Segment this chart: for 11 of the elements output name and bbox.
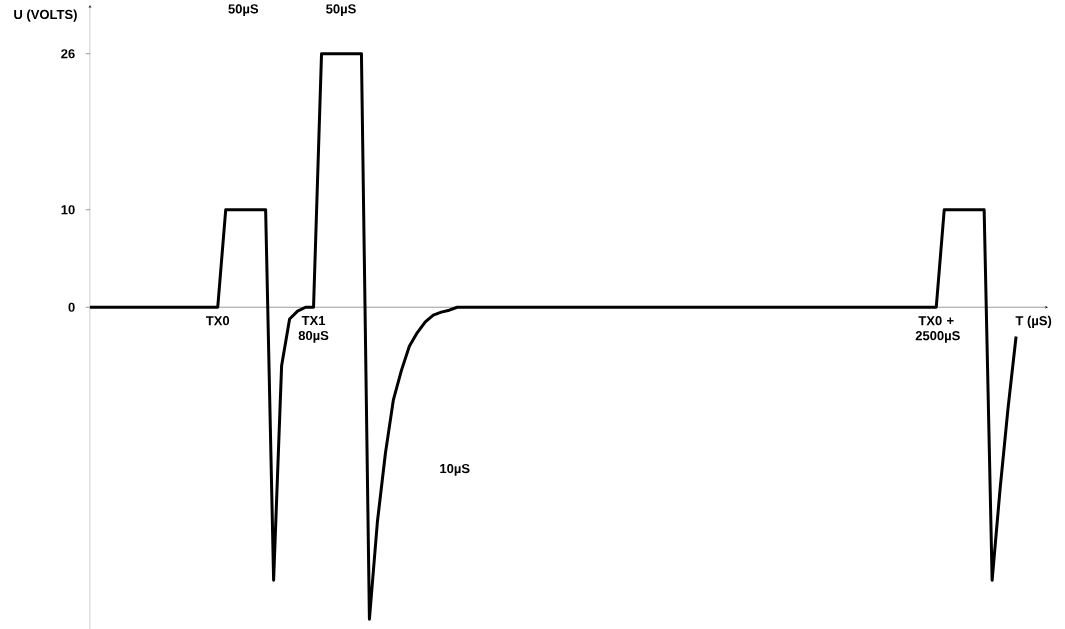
x-tick-label: TX1 80µS [298,316,329,343]
y-tick-label: 0 [68,302,75,312]
x-tick-label: TX0 + 2500µS [915,316,960,343]
annotation: 10µS [440,463,470,476]
y-tick-label: 10 [61,205,75,215]
annotation: 50µS [228,4,259,17]
y-axis-title: U (VOLTS) [14,9,77,22]
annotation: 50µS [326,4,356,17]
y-tick-label: 26 [61,49,75,59]
x-tick-label: TX0 [205,316,230,326]
x-axis-title: T (µS) [1015,315,1052,328]
